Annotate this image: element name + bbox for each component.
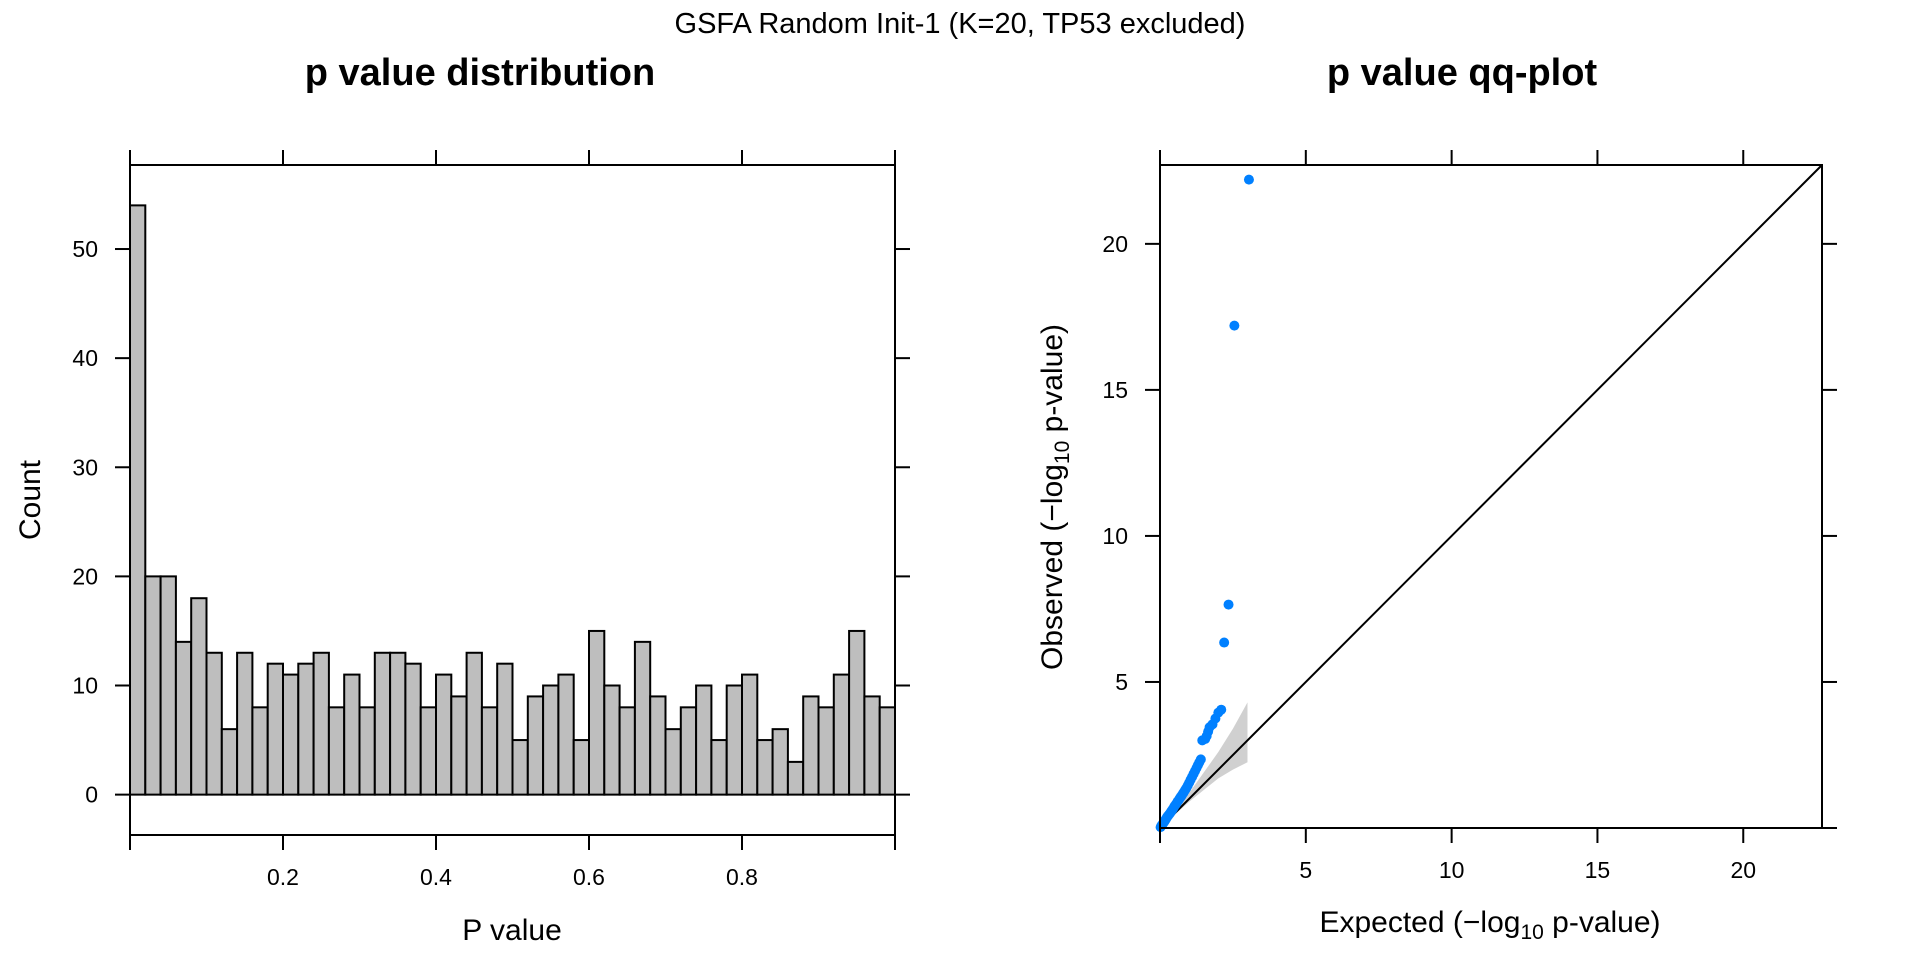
histogram-bar xyxy=(572,739,591,796)
histogram-bar xyxy=(802,695,820,796)
qqplot-point xyxy=(1223,599,1234,610)
histogram-bar xyxy=(496,662,514,796)
qqplot-y-tick-label: 20 xyxy=(1102,231,1128,257)
histogram-y-tick-label: 0 xyxy=(85,782,98,808)
histogram-bar xyxy=(358,706,376,796)
histogram-bar xyxy=(664,728,682,796)
histogram-bar xyxy=(419,706,438,796)
histogram-bar xyxy=(327,706,346,796)
histogram-bar xyxy=(526,695,545,796)
histogram-bar xyxy=(756,739,774,796)
histogram-panel: p value distribution 0.2 0.4 0.6 0.8 0 10 20 30… xyxy=(14,52,910,947)
histogram-bar xyxy=(649,695,667,796)
qqplot-x-tick-label: 15 xyxy=(1585,857,1611,883)
histogram-y-tick-label: 30 xyxy=(72,454,98,480)
histogram-bar xyxy=(205,651,223,796)
histogram-bar xyxy=(190,597,208,796)
histogram-x-tick-label: 0.8 xyxy=(726,864,758,890)
histogram-bar xyxy=(266,662,285,796)
histogram-bar xyxy=(435,673,453,796)
qqplot-x-tick-label: 10 xyxy=(1439,857,1465,883)
histogram-bar xyxy=(603,684,621,796)
histogram-bar xyxy=(511,739,529,796)
histogram-bar xyxy=(832,673,851,796)
histogram-y-tick-label: 40 xyxy=(72,345,98,371)
histogram-title: p value distribution xyxy=(305,52,655,94)
histogram-x-axis-label: P value xyxy=(462,914,562,947)
qqplot-y-tick-label: 15 xyxy=(1102,377,1128,403)
qqplot-panel: p value qq-plot 5 10 15 20 5 10 15 20 Expected … xyxy=(1036,52,1837,944)
histogram-bar xyxy=(251,706,269,796)
qqplot-point xyxy=(1229,320,1240,331)
histogram-bar xyxy=(343,673,361,796)
histogram-bar xyxy=(618,706,636,796)
histogram-bar xyxy=(465,651,483,796)
histogram-bar xyxy=(174,640,193,796)
qqplot-frame xyxy=(1159,164,1823,829)
qqplot-point xyxy=(1195,754,1206,765)
histogram-y-tick-label: 20 xyxy=(72,563,98,589)
histogram-bar xyxy=(878,706,897,796)
histogram-bar xyxy=(236,651,254,796)
qqplot-title: p value qq-plot xyxy=(1327,52,1598,94)
histogram-y-tick-label: 10 xyxy=(72,673,98,699)
histogram-bar xyxy=(389,651,407,796)
histogram-bar xyxy=(557,673,575,796)
histogram-bar xyxy=(725,684,744,796)
histogram-bars xyxy=(129,204,897,796)
histogram-bar xyxy=(404,662,422,796)
histogram-bar xyxy=(373,651,392,796)
qqplot-confidence-band xyxy=(1160,702,1248,828)
qqplot-x-axis-label: Expected (−log10 p-value) xyxy=(1319,906,1660,944)
histogram-bar xyxy=(129,204,147,796)
qqplot-reference-line xyxy=(1159,164,1823,829)
qqplot-x-tick-label: 5 xyxy=(1299,857,1312,883)
histogram-bar xyxy=(786,760,805,796)
histogram-ticks: 0.2 0.4 0.6 0.8 0 10 20 30 40 50 xyxy=(72,150,910,890)
histogram-y-tick-label: 50 xyxy=(72,236,98,262)
histogram-bar xyxy=(220,728,239,796)
histogram-frame xyxy=(129,164,896,836)
histogram-bar xyxy=(297,662,315,796)
figure-title: GSFA Random Init-1 (K=20, TP53 excluded) xyxy=(675,8,1246,40)
histogram-bar xyxy=(771,728,789,796)
qqplot-plot-area xyxy=(1155,164,1823,833)
histogram-bar xyxy=(144,575,162,796)
histogram-bar xyxy=(710,739,728,796)
histogram-bar xyxy=(695,684,713,796)
histogram-bar xyxy=(848,629,866,796)
qqplot-y-axis-label: Observed (−log10 p-value) xyxy=(1036,324,1074,670)
histogram-bar xyxy=(480,706,499,796)
qqplot-point xyxy=(1216,704,1227,715)
histogram-bar xyxy=(312,651,330,796)
histogram-bar xyxy=(741,673,759,796)
histogram-bar xyxy=(588,629,606,796)
qqplot-y-tick-label: 10 xyxy=(1102,523,1128,549)
histogram-bar xyxy=(542,684,560,796)
histogram-bar xyxy=(282,673,300,796)
histogram-bar xyxy=(817,706,835,796)
histogram-y-axis-label: Count xyxy=(14,459,47,540)
qqplot-point xyxy=(1243,174,1254,185)
qqplot-x-tick-label: 20 xyxy=(1730,857,1756,883)
histogram-x-tick-label: 0.6 xyxy=(573,864,605,890)
histogram-x-tick-label: 0.2 xyxy=(267,864,299,890)
histogram-bar xyxy=(450,695,468,796)
qqplot-point xyxy=(1219,637,1230,648)
qqplot-y-tick-label: 5 xyxy=(1115,669,1128,695)
histogram-bar xyxy=(863,695,881,796)
qqplot-ticks: 5 10 15 20 5 10 15 20 xyxy=(1102,150,1837,883)
histogram-bar xyxy=(633,640,652,796)
histogram-bar xyxy=(159,575,177,796)
histogram-x-tick-label: 0.4 xyxy=(420,864,452,890)
histogram-bar xyxy=(679,706,698,796)
